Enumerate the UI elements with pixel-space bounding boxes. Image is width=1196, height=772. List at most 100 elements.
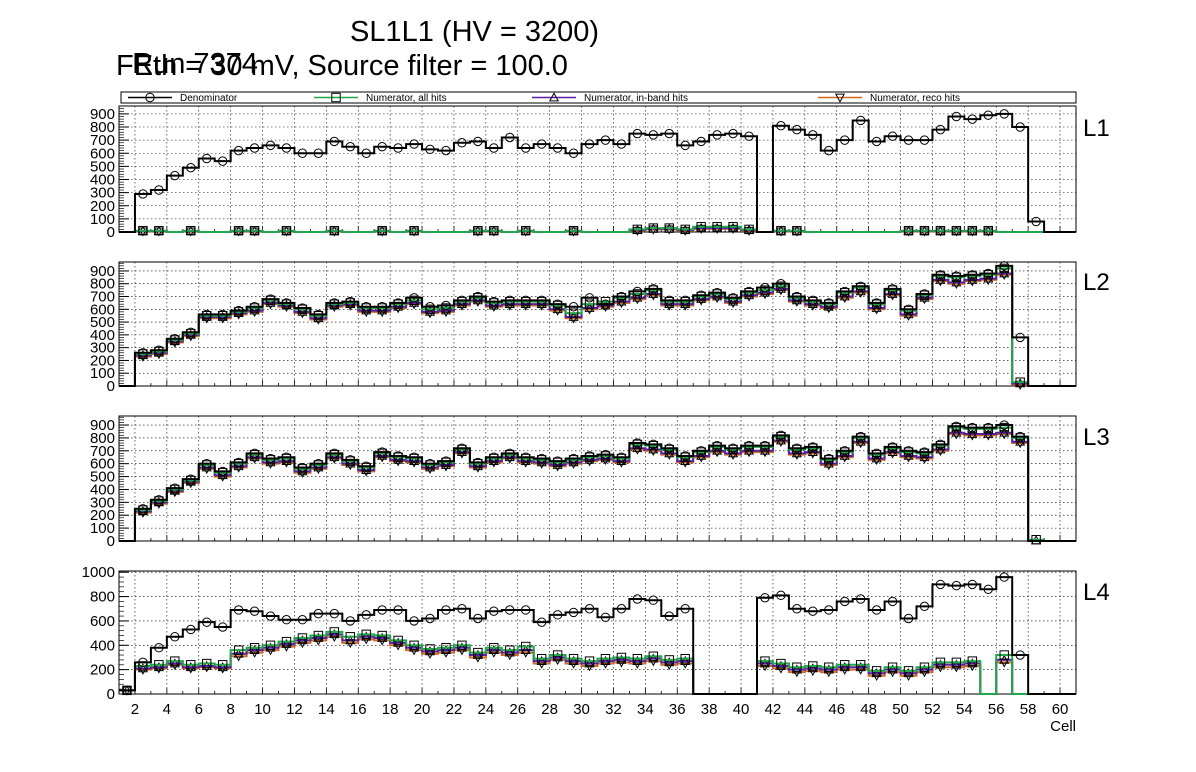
x-tick-label: 4 xyxy=(163,701,171,718)
y-tick-label: 300 xyxy=(90,494,115,511)
y-tick-label: 200 xyxy=(90,198,115,215)
data-point xyxy=(600,296,611,307)
data-point xyxy=(871,136,882,147)
data-point xyxy=(457,640,467,650)
data-point xyxy=(632,445,643,455)
y-tick-label: 900 xyxy=(90,263,115,280)
data-point xyxy=(712,222,722,232)
data-point xyxy=(202,309,212,320)
data-point xyxy=(138,348,148,358)
data-point xyxy=(840,446,850,456)
series-line xyxy=(119,576,1076,695)
data-point xyxy=(935,270,946,280)
data-point xyxy=(935,124,946,135)
data-point xyxy=(919,662,930,672)
data-point xyxy=(377,630,387,641)
data-point xyxy=(744,440,754,451)
data-point xyxy=(999,650,1009,660)
y-tick-label: 500 xyxy=(90,158,115,175)
x-tick-label: 28 xyxy=(541,701,558,718)
data-point xyxy=(664,295,674,306)
y-tick-label: 200 xyxy=(90,662,115,679)
data-point xyxy=(521,452,531,462)
data-point xyxy=(983,225,993,236)
data-point xyxy=(919,135,930,145)
data-point xyxy=(680,451,690,461)
data-point xyxy=(775,435,786,445)
data-point xyxy=(584,139,595,149)
data-point xyxy=(664,448,675,458)
data-point xyxy=(664,443,674,453)
data-point xyxy=(824,605,834,615)
data-point xyxy=(393,637,404,647)
data-point xyxy=(887,449,898,459)
data-point xyxy=(329,608,340,619)
chamber-label: SL1L1 (HV = 3200) xyxy=(350,16,600,48)
data-point xyxy=(441,300,451,311)
x-tick-label: 34 xyxy=(637,701,654,718)
data-point xyxy=(664,450,675,460)
data-point xyxy=(297,462,308,473)
data-point xyxy=(552,306,563,316)
x-tick-label: 22 xyxy=(446,701,463,718)
data-point xyxy=(217,622,228,632)
data-point xyxy=(680,604,690,614)
data-point xyxy=(425,644,435,654)
data-point xyxy=(281,638,292,648)
y-tick-label: 900 xyxy=(90,417,115,434)
data-point xyxy=(552,456,563,466)
data-point xyxy=(935,277,946,287)
data-point xyxy=(743,445,755,455)
data-point xyxy=(760,656,770,666)
data-point xyxy=(696,224,707,234)
data-point xyxy=(712,445,723,455)
data-point xyxy=(233,605,244,615)
data-point xyxy=(505,295,515,306)
data-point xyxy=(457,138,467,148)
data-point xyxy=(903,613,914,624)
data-point xyxy=(680,226,691,236)
legend-label: Numerator, reco hits xyxy=(870,93,960,104)
y-tick-label: 600 xyxy=(90,456,115,473)
data-point xyxy=(903,453,914,463)
y-tick-label: 400 xyxy=(90,172,115,189)
x-tick-label: 56 xyxy=(988,701,1005,718)
data-point xyxy=(154,225,164,236)
data-point xyxy=(217,309,228,320)
data-point xyxy=(967,270,978,280)
data-point xyxy=(887,446,898,456)
x-tick-label: 12 xyxy=(286,701,303,718)
data-point xyxy=(855,115,866,126)
data-point xyxy=(855,661,866,672)
data-point xyxy=(377,225,387,236)
data-point xyxy=(265,140,276,151)
data-point xyxy=(808,442,818,452)
y-tick-label: 1000 xyxy=(82,564,115,581)
data-point xyxy=(871,666,882,676)
legend-entry: Numerator, reco hits xyxy=(818,93,960,104)
x-tick-label: 40 xyxy=(733,701,750,718)
data-point xyxy=(472,649,483,659)
data-point xyxy=(680,455,691,465)
data-point xyxy=(776,279,786,289)
x-tick-label: 2 xyxy=(131,701,139,718)
data-point xyxy=(249,448,260,459)
data-point xyxy=(217,466,228,477)
data-point xyxy=(568,308,579,318)
series-denominator xyxy=(119,572,1076,696)
data-point xyxy=(712,130,722,140)
data-point xyxy=(186,660,196,670)
data-point xyxy=(824,662,834,672)
x-tick-label: 44 xyxy=(797,701,814,718)
data-point xyxy=(919,454,930,464)
x-tick-label: 6 xyxy=(195,701,203,718)
data-point xyxy=(265,640,276,650)
data-point xyxy=(233,225,244,236)
data-point xyxy=(935,225,946,236)
legend-marker xyxy=(331,92,341,103)
data-point xyxy=(584,656,595,666)
data-point xyxy=(728,443,738,453)
data-point xyxy=(297,615,308,625)
data-point xyxy=(903,668,914,678)
